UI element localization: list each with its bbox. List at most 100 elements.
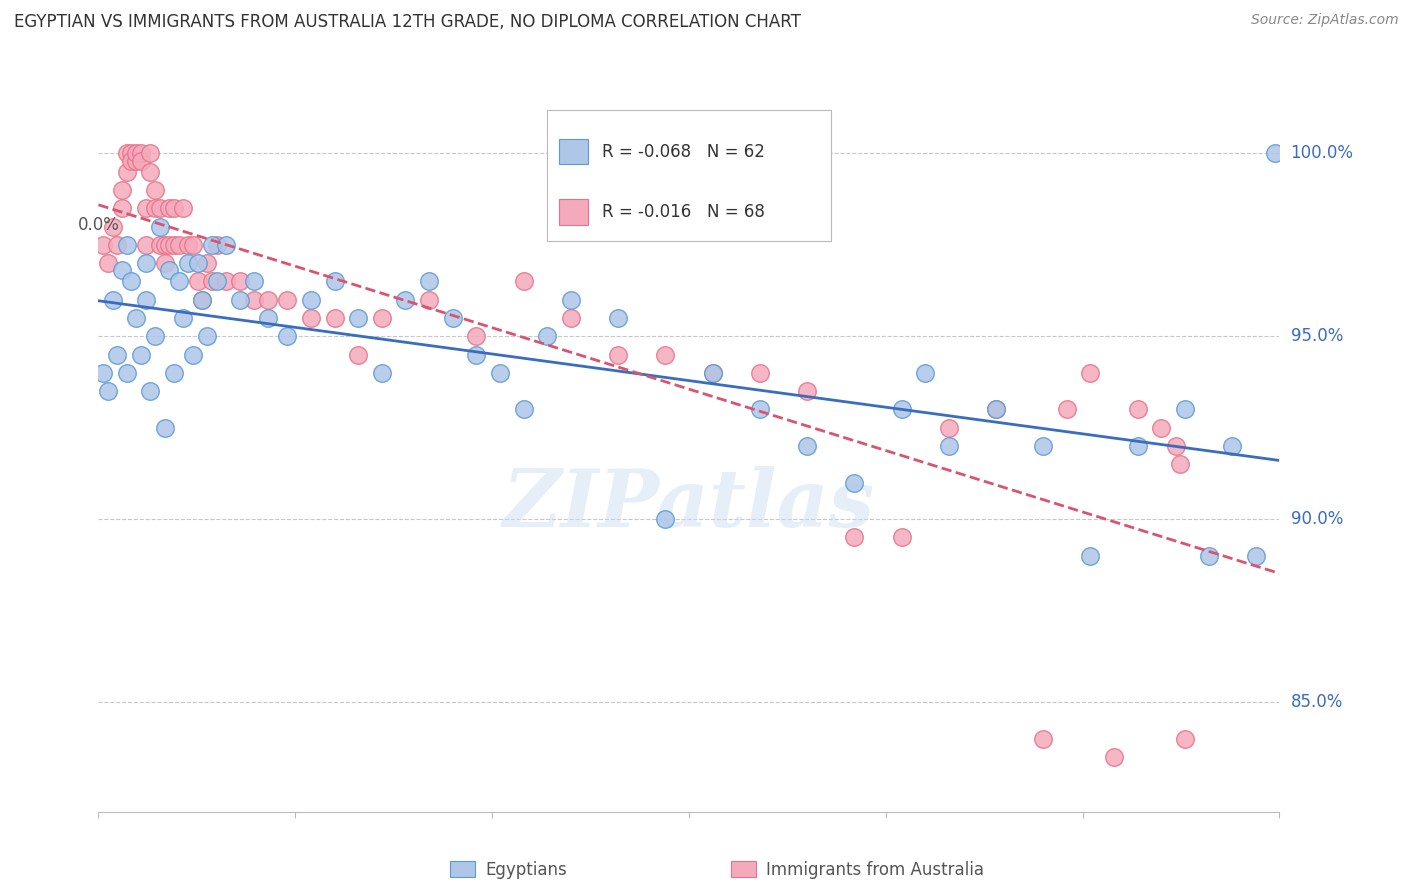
Point [177,237,200,252]
Point [914,366,936,380]
Point [1264,146,1286,161]
Point [172,310,194,325]
Point [121,274,143,288]
Point [201,237,224,252]
Point [702,366,724,380]
Point [97,384,120,398]
Text: 0.0%: 0.0% [77,217,120,235]
Point [201,274,224,288]
Point [654,512,676,526]
Point [139,384,162,398]
Point [299,310,322,325]
Point [153,237,176,252]
Text: 90.0%: 90.0% [1291,510,1343,528]
Point [1056,402,1078,417]
Point [654,347,676,361]
Point [101,293,124,307]
Text: 85.0%: 85.0% [1291,693,1343,711]
Point [276,329,298,343]
Text: EGYPTIAN VS IMMIGRANTS FROM AUSTRALIA 12TH GRADE, NO DIPLOMA CORRELATION CHART: EGYPTIAN VS IMMIGRANTS FROM AUSTRALIA 12… [14,13,801,31]
Point [1080,549,1102,563]
Point [938,439,960,453]
Point [465,329,488,343]
Point [97,256,120,270]
Point [371,366,394,380]
Point [121,153,143,168]
Point [115,237,138,252]
Point [177,256,200,270]
Point [181,347,204,361]
Point [796,384,818,398]
Point [157,237,180,252]
Point [1126,439,1149,453]
Point [1150,420,1173,434]
Point [191,293,214,307]
Point [215,274,238,288]
Point [149,237,172,252]
Point [560,293,582,307]
Point [890,530,912,544]
Point [257,310,280,325]
Point [157,263,180,277]
Point [276,293,298,307]
Point [536,329,558,343]
Point [418,274,440,288]
Point [191,293,214,307]
Point [607,310,630,325]
Text: R = -0.068   N = 62: R = -0.068 N = 62 [602,143,765,161]
Point [1174,731,1197,746]
Point [418,293,440,307]
Point [135,256,157,270]
FancyBboxPatch shape [560,200,588,225]
Point [1198,549,1220,563]
Point [1032,439,1054,453]
Point [187,274,209,288]
Point [115,164,138,178]
Point [702,366,724,380]
Point [748,402,770,417]
Text: 95.0%: 95.0% [1291,327,1343,345]
Point [195,329,218,343]
Point [394,293,416,307]
Point [844,475,866,490]
Point [115,146,138,161]
Point [984,402,1007,417]
Point [125,153,148,168]
Point [195,256,218,270]
Point [139,146,162,161]
Point [149,219,172,234]
Point [205,274,228,288]
Text: Egyptians: Egyptians [485,861,567,879]
Point [243,274,266,288]
Point [187,256,209,270]
Point [1220,439,1243,453]
Point [143,201,166,215]
Point [229,293,252,307]
Point [111,263,134,277]
Point [984,402,1007,417]
Point [796,439,818,453]
Point [101,219,124,234]
Point [512,402,534,417]
Point [205,237,228,252]
Text: R = -0.016   N = 68: R = -0.016 N = 68 [602,203,765,221]
FancyBboxPatch shape [560,139,588,164]
Point [167,274,190,288]
FancyBboxPatch shape [547,110,831,241]
Point [143,183,166,197]
Point [125,310,148,325]
Point [323,310,346,325]
Point [135,201,157,215]
Point [299,293,322,307]
Text: Immigrants from Australia: Immigrants from Australia [766,861,984,879]
Point [371,310,394,325]
Point [143,329,166,343]
Point [938,420,960,434]
Point [890,402,912,417]
Point [560,310,582,325]
Point [181,237,204,252]
Point [1080,366,1102,380]
Point [347,347,370,361]
Point [1102,749,1125,764]
Point [844,530,866,544]
